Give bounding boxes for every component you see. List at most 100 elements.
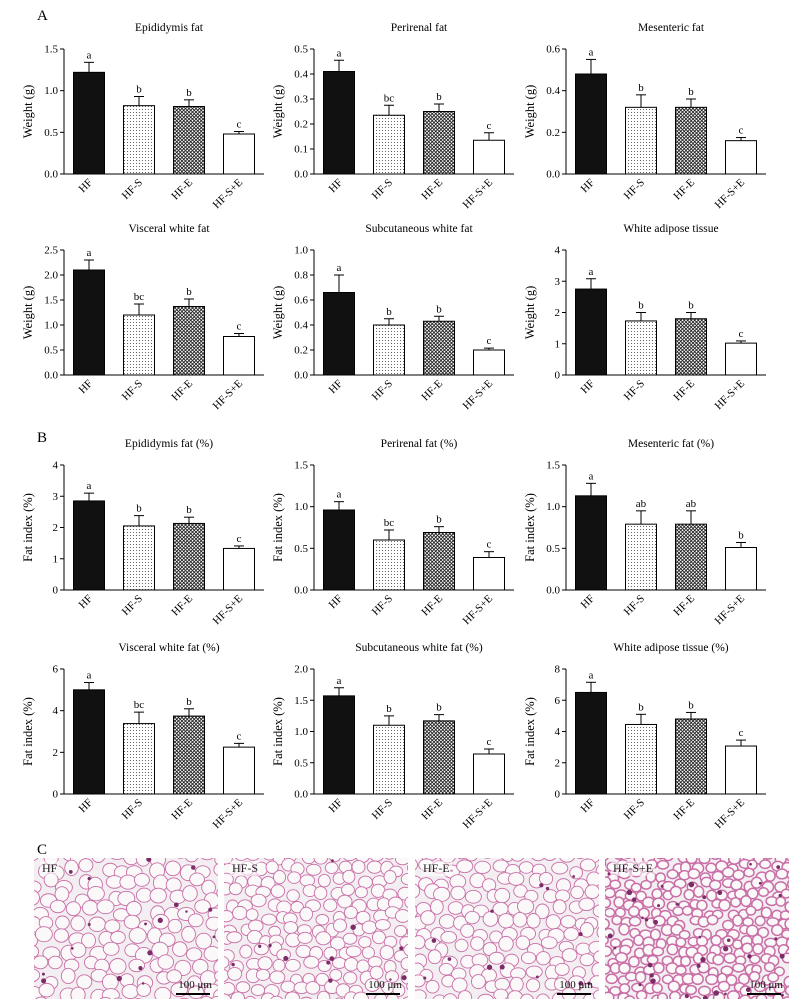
nucleus	[776, 865, 781, 869]
nucleus	[486, 964, 493, 970]
nucleus	[758, 881, 762, 885]
adipocyte	[303, 955, 320, 969]
adipocyte	[99, 996, 112, 999]
adipocyte	[579, 858, 596, 872]
bar-hf-s-e	[473, 557, 505, 591]
adipocyte	[187, 913, 204, 928]
x-tick-label: HF	[77, 593, 95, 611]
adipocyte	[54, 886, 70, 902]
adipocyte	[157, 954, 175, 970]
x-tick-label: HF	[327, 593, 345, 611]
adipocyte	[579, 922, 595, 938]
adipocyte	[47, 955, 63, 970]
adipocyte	[605, 859, 607, 867]
bar-hf-s-e	[725, 547, 757, 591]
y-tick-label: 4	[53, 460, 59, 472]
adipocyte	[182, 885, 198, 902]
adipocyte	[432, 994, 447, 999]
adipocyte	[361, 920, 377, 934]
bar-hf-e	[173, 715, 205, 795]
adipocyte	[732, 914, 744, 927]
adipocyte	[205, 916, 218, 931]
nucleus	[545, 886, 550, 891]
adipocyte	[402, 996, 408, 999]
adipocyte	[732, 962, 746, 973]
adipocyte	[754, 915, 766, 927]
x-tick-label: HF	[579, 378, 597, 396]
y-tick-label: 0	[53, 585, 59, 597]
scale-bar	[176, 993, 210, 995]
y-tick-label: 0.0	[546, 585, 560, 597]
adipocyte	[112, 908, 130, 922]
adipocyte	[732, 869, 745, 881]
adipocyte	[250, 893, 267, 908]
adipocyte	[584, 884, 599, 900]
adipocyte	[764, 869, 776, 882]
nucleus	[747, 954, 752, 959]
adipocyte	[427, 949, 442, 965]
bar-hf	[323, 71, 355, 175]
y-tick-label: 3	[53, 491, 59, 503]
significance-letter: bc	[134, 291, 145, 303]
y-tick-label: 2	[53, 522, 59, 534]
adipocyte	[101, 988, 120, 999]
bar-hf	[323, 509, 355, 591]
nucleus	[702, 995, 708, 999]
adipocyte	[88, 916, 106, 932]
bar-hf	[575, 73, 607, 175]
adipocyte	[136, 982, 152, 997]
x-tick-label: HF-S	[370, 593, 395, 618]
nucleus	[631, 897, 637, 902]
nucleus	[700, 956, 706, 963]
adipocyte	[559, 858, 575, 863]
bar-hf-s	[373, 539, 405, 591]
adipocyte	[261, 913, 277, 926]
adipocyte	[596, 926, 599, 938]
significance-letter: a	[87, 480, 92, 492]
x-tick-label: HF-S	[370, 177, 395, 202]
adipocyte	[651, 888, 663, 900]
adipocyte	[510, 858, 525, 862]
adipocyte	[721, 919, 735, 931]
significance-letter: bc	[134, 699, 145, 711]
y-axis-label: Fat index (%)	[523, 697, 537, 766]
adipocyte	[669, 990, 682, 999]
adipocyte	[364, 978, 380, 992]
adipocyte	[366, 860, 383, 874]
adipocyte	[273, 870, 287, 885]
adipocyte	[214, 928, 218, 943]
y-tick-label: 0.0	[294, 169, 308, 181]
scale-bar	[747, 993, 781, 995]
adipocyte	[253, 942, 269, 956]
adipocyte	[710, 934, 722, 947]
chart-5: Subcutaneous white fat Weight (g) 0.0 0.2 0.…	[271, 223, 514, 412]
significance-letter: b	[638, 701, 644, 713]
adipocyte	[305, 981, 321, 995]
adipocyte	[415, 935, 426, 950]
nucleus	[657, 904, 661, 908]
x-tick-label: HF-S+E	[461, 796, 496, 831]
adipocyte	[460, 923, 475, 938]
nucleus	[185, 910, 188, 913]
nucleus	[535, 975, 539, 979]
adipocyte	[672, 906, 684, 917]
adipocyte	[698, 858, 711, 865]
nucleus	[283, 955, 289, 961]
nucleus	[726, 938, 731, 943]
nucleus	[423, 976, 427, 980]
adipocyte	[560, 915, 577, 929]
chart-title: Epididymis fat (%)	[125, 438, 213, 450]
bar-hf-s	[373, 724, 405, 795]
nucleus	[41, 972, 45, 976]
adipocyte	[224, 956, 230, 969]
x-tick-label: HF-E	[671, 592, 697, 618]
adipocyte	[425, 979, 440, 994]
nucleus	[328, 978, 333, 983]
adipocyte	[464, 910, 480, 925]
x-tick-label: HF	[77, 378, 95, 396]
x-tick-label: HF-E	[671, 176, 697, 202]
adipocyte	[540, 936, 558, 950]
adipocyte	[200, 995, 213, 999]
x-tick-label: HF-S+E	[461, 176, 496, 211]
adipocyte	[605, 963, 612, 975]
